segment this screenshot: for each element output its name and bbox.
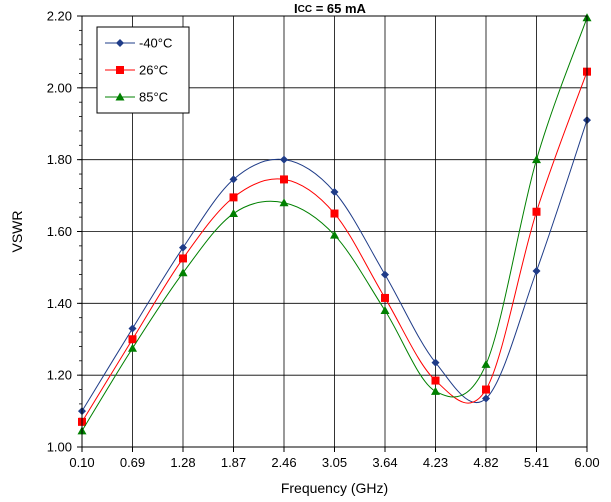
data-point	[532, 207, 541, 216]
x-tick-label: 0.69	[120, 455, 145, 470]
x-tick-label: 0.10	[69, 455, 94, 470]
data-point	[179, 243, 187, 252]
data-point	[380, 306, 390, 315]
axis-ticks: 0.10 0.69 1.28 1.87 2.46 3.05 3.64 4.23 4.82 5.41…	[47, 9, 600, 471]
data-point	[481, 359, 491, 368]
data-point	[280, 155, 288, 164]
y-tick-label: 1.20	[47, 368, 72, 383]
series-1	[78, 67, 591, 426]
data-point	[431, 386, 440, 395]
series-line	[81, 119, 588, 412]
series-2	[77, 13, 592, 435]
data-point	[178, 268, 188, 277]
data-point	[381, 270, 389, 279]
data-point	[532, 155, 541, 164]
y-axis-title: VSWR	[9, 211, 25, 253]
data-point	[330, 187, 339, 196]
data-point	[229, 193, 238, 202]
data-point	[128, 343, 137, 352]
y-tick-label: 1.00	[47, 440, 72, 455]
legend-label: 26°C	[139, 63, 168, 78]
data-point	[128, 335, 137, 344]
data-point	[128, 324, 137, 333]
legend: -40°C 26°C 85°C	[96, 26, 190, 114]
plot-frame	[81, 15, 588, 448]
series-line	[81, 71, 588, 423]
y-tick-label: 1.80	[47, 152, 72, 167]
data-point	[431, 376, 440, 385]
x-tick-label: 1.28	[170, 455, 195, 470]
legend-label: -40°C	[139, 36, 172, 51]
legend-entry: -40°C	[105, 36, 172, 51]
legend-marker	[115, 92, 125, 101]
data-point	[279, 198, 289, 207]
y-tick-label: 1.60	[47, 224, 72, 239]
x-tick-label: 5.41	[524, 455, 549, 470]
data-point	[330, 209, 339, 218]
x-tick-label: 2.46	[271, 455, 296, 470]
x-tick-label: 4.82	[473, 455, 498, 470]
data-point	[229, 209, 238, 218]
y-tick-label: 1.40	[47, 296, 72, 311]
data-point	[532, 267, 541, 276]
legend-label: 85°C	[139, 90, 168, 105]
x-tick-label: 3.05	[322, 455, 347, 470]
y-tick-label: 2.20	[47, 9, 72, 24]
legend-marker	[116, 39, 124, 47]
x-axis-title: Frequency (GHz)	[281, 480, 388, 496]
data-point	[482, 385, 490, 394]
data-point	[280, 175, 288, 184]
legend-entry: 85°C	[105, 90, 168, 105]
x-tick-label: 6.00	[574, 455, 599, 470]
data-point	[431, 358, 440, 367]
series-line	[81, 17, 588, 432]
data-point	[330, 230, 339, 239]
chart-title: ICC = 65 mA	[294, 1, 367, 16]
data-point	[229, 175, 238, 184]
series-group	[77, 13, 592, 435]
x-tick-label: 1.87	[221, 455, 246, 470]
data-point	[381, 293, 389, 302]
data-point	[179, 254, 187, 263]
legend-entry: 26°C	[105, 63, 168, 78]
y-tick-label: 2.00	[47, 80, 72, 95]
data-point	[482, 394, 490, 403]
x-tick-label: 4.23	[423, 455, 448, 470]
legend-marker	[116, 66, 124, 74]
x-tick-label: 3.64	[372, 455, 397, 470]
